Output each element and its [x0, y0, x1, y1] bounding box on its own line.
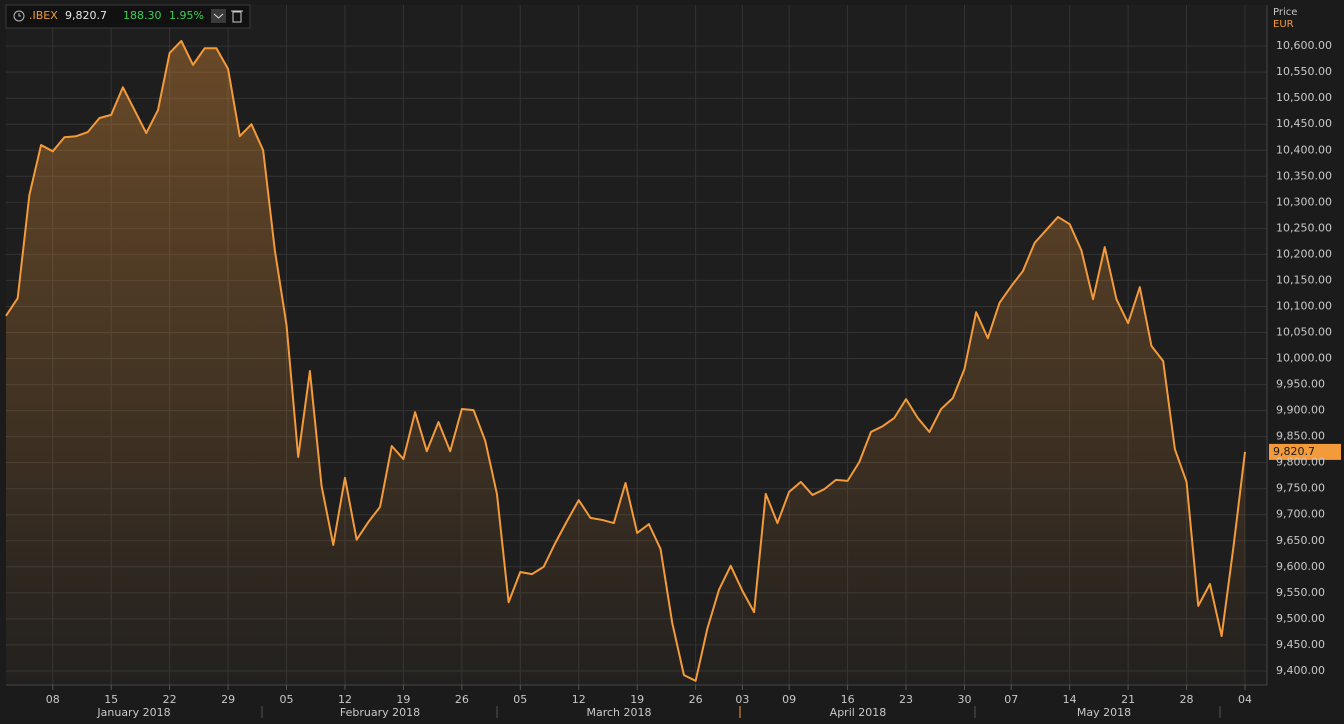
- y-tick-label: 10,450.00: [1276, 117, 1332, 130]
- y-tick-label: 10,000.00: [1276, 352, 1332, 365]
- delete-button[interactable]: [232, 11, 242, 23]
- badge-bg: [1269, 443, 1341, 460]
- x-tick-label: 04: [1238, 693, 1252, 706]
- y-tick-label: 9,600.00: [1276, 560, 1325, 573]
- x-tick-label: 09: [782, 693, 796, 706]
- header-bg: [5, 4, 251, 29]
- x-tick-label: 23: [899, 693, 913, 706]
- x-tick-label: 28: [1180, 693, 1194, 706]
- y-tick-label: 10,200.00: [1276, 247, 1332, 260]
- x-tick-label: 19: [630, 693, 644, 706]
- month-label: April 2018: [830, 706, 887, 719]
- y-tick-label: 10,350.00: [1276, 169, 1332, 182]
- x-tick-label: 14: [1063, 693, 1077, 706]
- x-tick-label: 30: [957, 693, 971, 706]
- y-tick-label: 9,900.00: [1276, 404, 1325, 417]
- y-tick-label: 10,100.00: [1276, 299, 1332, 312]
- y-tick-label: 10,300.00: [1276, 195, 1332, 208]
- currency: EUR: [1273, 19, 1294, 30]
- month-label: May 2018: [1077, 706, 1131, 719]
- badge-label: 9,820.7: [1273, 445, 1315, 458]
- y-tick-label: 9,500.00: [1276, 612, 1325, 625]
- x-tick-label: 15: [104, 693, 118, 706]
- x-tick-label: 19: [396, 693, 410, 706]
- month-label: February 2018: [340, 706, 420, 719]
- y-tick-label: 10,050.00: [1276, 326, 1332, 339]
- last-value-badge: 9,820.7: [1269, 443, 1341, 460]
- y-tick-label: 10,400.00: [1276, 143, 1332, 156]
- month-label: January 2018: [96, 706, 170, 719]
- last-price: 9,820.7: [65, 9, 107, 22]
- area-fill: [6, 40, 1245, 685]
- y-tick-label: 10,500.00: [1276, 91, 1332, 104]
- y-tick-label: 9,800.00: [1276, 456, 1325, 469]
- x-tick-label: 16: [841, 693, 855, 706]
- x-tick-label: 26: [455, 693, 469, 706]
- x-tick-label: 05: [280, 693, 294, 706]
- symbol: .IBEX: [29, 9, 58, 22]
- x-tick-label: 07: [1004, 693, 1018, 706]
- y-tick-label: 9,750.00: [1276, 482, 1325, 495]
- y-tick-label: 10,250.00: [1276, 221, 1332, 234]
- y-tick-label: 9,650.00: [1276, 534, 1325, 547]
- x-tick-label: 22: [163, 693, 177, 706]
- y-tick-label: 9,450.00: [1276, 638, 1325, 651]
- clock-icon: [13, 10, 25, 22]
- y-tick-label: 10,550.00: [1276, 65, 1332, 78]
- x-tick-label: 05: [513, 693, 527, 706]
- x-tick-label: 21: [1121, 693, 1135, 706]
- axis-title: Price: [1273, 7, 1297, 18]
- dropdown-button[interactable]: [211, 9, 226, 23]
- header-box[interactable]: .IBEX 9,820.7 188.30 1.95%: [5, 4, 251, 29]
- x-tick-label: 29: [221, 693, 235, 706]
- x-tick-label: 03: [735, 693, 749, 706]
- x-tick-label: 12: [572, 693, 586, 706]
- y-tick-label: 10,600.00: [1276, 39, 1332, 52]
- y-tick-label: 9,700.00: [1276, 508, 1325, 521]
- x-tick-label: 08: [46, 693, 60, 706]
- x-tick-label: 26: [689, 693, 703, 706]
- y-tick-label: 9,850.00: [1276, 430, 1325, 443]
- y-tick-label: 9,550.00: [1276, 586, 1325, 599]
- dropdown-icon: [213, 13, 224, 19]
- change: 188.30: [123, 9, 162, 22]
- change-pct: 1.95%: [169, 9, 204, 22]
- price-line: [5, 39, 1246, 682]
- y-tick-label: 9,400.00: [1276, 664, 1325, 677]
- clock-icon: [18, 13, 21, 17]
- y-tick-label: 10,150.00: [1276, 273, 1332, 286]
- y-tick-label: 9,950.00: [1276, 378, 1325, 391]
- x-tick-label: 12: [338, 693, 352, 706]
- month-label: March 2018: [586, 706, 651, 719]
